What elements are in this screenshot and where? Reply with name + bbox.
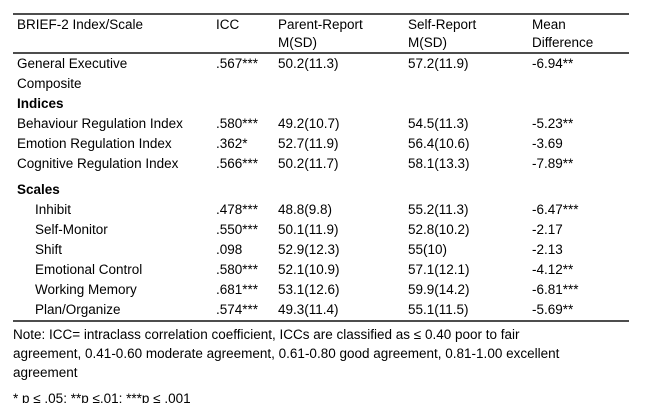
parent-report-value: 52.7(11.9) <box>278 136 339 151</box>
mean-difference-value: -2.17 <box>532 222 563 237</box>
row-label: Inhibit <box>35 202 72 217</box>
mean-difference-value: -6.81*** <box>532 282 579 297</box>
self-report-value: 56.4(10.6) <box>408 136 470 151</box>
self-report-value: 52.8(10.2) <box>408 222 470 237</box>
self-report-value: 55.1(11.5) <box>408 302 469 317</box>
parent-report-value: 48.8(9.8) <box>278 202 333 217</box>
icc-value: .681*** <box>216 282 259 297</box>
column-header-self-report: Self-Report M(SD) <box>408 17 477 50</box>
mean-difference-value: -2.13 <box>532 242 563 257</box>
table-row: Behaviour Regulation Index .580*** 49.2(… <box>13 114 629 134</box>
row-label: Cognitive Regulation Index <box>17 156 179 171</box>
self-report-value: 55.2(11.3) <box>408 202 469 217</box>
table-row: Inhibit .478*** 48.8(9.8) 55.2(11.3) -6.… <box>13 200 629 220</box>
table-header-row: BRIEF-2 Index/Scale ICC Parent-Report M(… <box>13 14 629 53</box>
self-report-value: 54.5(11.3) <box>408 116 469 131</box>
parent-report-value: 53.1(12.6) <box>278 282 340 297</box>
parent-report-value: 50.2(11.7) <box>278 156 339 171</box>
icc-value: .478*** <box>216 202 259 217</box>
self-report-value: 55(10) <box>408 242 448 257</box>
table-row: Cognitive Regulation Index .566*** 50.2(… <box>13 154 629 174</box>
icc-value: .362* <box>216 136 248 151</box>
section-label: Indices <box>17 96 64 111</box>
column-header-index-scale: BRIEF-2 Index/Scale <box>17 17 144 32</box>
table-row: Emotional Control .580*** 52.1(10.9) 57.… <box>13 260 629 280</box>
mean-difference-value: -5.23** <box>532 116 574 131</box>
parent-report-value: 52.9(12.3) <box>278 242 340 257</box>
icc-value: .580*** <box>216 116 259 131</box>
icc-value: .574*** <box>216 302 259 317</box>
self-report-value: 58.1(13.3) <box>408 156 470 171</box>
row-label: Self-Monitor <box>35 222 108 237</box>
icc-value: .580*** <box>216 262 259 277</box>
table-row: Shift .098 52.9(12.3) 55(10) -2.13 <box>13 240 629 260</box>
icc-value: .567*** <box>216 56 259 71</box>
table-note: Note: ICC= intraclass correlation coeffi… <box>13 327 560 380</box>
row-label: General Executive Composite <box>17 56 128 91</box>
parent-report-value: 49.2(10.7) <box>278 116 340 131</box>
icc-value: .098 <box>216 242 243 257</box>
column-header-icc: ICC <box>216 17 240 32</box>
column-header-mean-difference: Mean Difference <box>532 17 594 50</box>
row-label: Behaviour Regulation Index <box>17 116 183 131</box>
table-row: General Executive Composite .567*** 50.2… <box>13 53 629 94</box>
mean-difference-value: -7.89** <box>532 156 574 171</box>
mean-difference-value: -5.69** <box>532 302 574 317</box>
significance-note: * p ≤ .05; **p ≤.01; ***p ≤ .001 <box>13 391 191 403</box>
parent-report-value: 52.1(10.9) <box>278 262 340 277</box>
mean-difference-value: -4.12** <box>532 262 574 277</box>
row-label: Emotion Regulation Index <box>17 136 172 151</box>
parent-report-value: 50.2(11.3) <box>278 56 339 71</box>
icc-value: .550*** <box>216 222 259 237</box>
column-header-parent-report: Parent-Report M(SD) <box>278 17 363 50</box>
parent-report-value: 50.1(11.9) <box>278 222 339 237</box>
self-report-value: 57.2(11.9) <box>408 56 469 71</box>
table-row: Emotion Regulation Index .362* 52.7(11.9… <box>13 134 629 154</box>
section-header-indices: Indices <box>13 94 629 114</box>
table-row: Working Memory .681*** 53.1(12.6) 59.9(1… <box>13 280 629 300</box>
row-label: Working Memory <box>35 282 137 297</box>
table-row: Self-Monitor .550*** 50.1(11.9) 52.8(10.… <box>13 220 629 240</box>
section-header-scales: Scales <box>13 174 629 200</box>
mean-difference-value: -6.94** <box>532 56 574 71</box>
mean-difference-value: -6.47*** <box>532 202 579 217</box>
self-report-value: 57.1(12.1) <box>408 262 470 277</box>
row-label: Plan/Organize <box>35 302 121 317</box>
row-label: Emotional Control <box>35 262 143 277</box>
icc-value: .566*** <box>216 156 259 171</box>
row-label: Shift <box>35 242 63 257</box>
table-row: Plan/Organize .574*** 49.3(11.4) 55.1(11… <box>13 300 629 321</box>
mean-difference-value: -3.69 <box>532 136 563 151</box>
parent-report-value: 49.3(11.4) <box>278 302 339 317</box>
section-label: Scales <box>17 182 60 197</box>
results-table: BRIEF-2 Index/Scale ICC Parent-Report M(… <box>13 13 629 322</box>
self-report-value: 59.9(14.2) <box>408 282 470 297</box>
